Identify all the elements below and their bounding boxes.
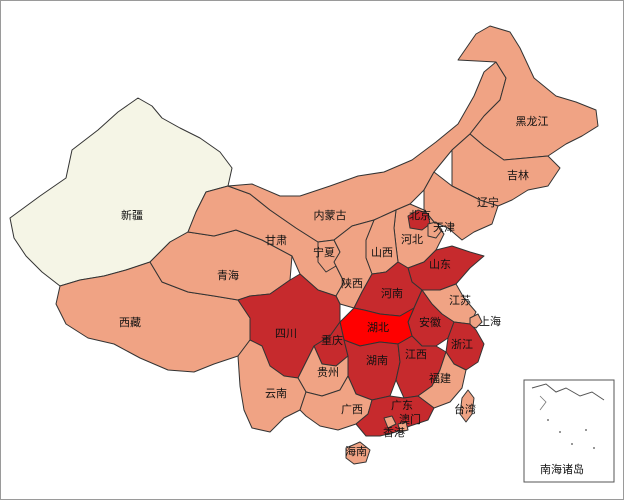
label-xizang: 西藏 (119, 316, 141, 329)
label-hainan: 海南 (345, 444, 367, 458)
region-heilongjiang[interactable] (457, 25, 599, 161)
label-jiangxi: 江西 (405, 348, 427, 361)
label-guangxi: 广西 (341, 403, 363, 416)
label-shandong: 山东 (429, 258, 451, 271)
inset-dot (571, 443, 573, 445)
inset-dot (585, 429, 587, 431)
label-sichuan: 四川 (275, 327, 297, 340)
label-shanxi: 山西 (371, 246, 393, 259)
label-ningxia: 宁夏 (313, 245, 335, 259)
inset-dot (593, 447, 595, 449)
label-shanghai: 上海 (479, 314, 501, 328)
region-hainan[interactable] (345, 441, 371, 465)
label-zhejiang: 浙江 (451, 338, 473, 351)
region-macau[interactable] (383, 415, 397, 429)
label-tianjin: 天津 (433, 221, 455, 234)
label-hongkong: 香港 (383, 426, 405, 439)
label-fujian: 福建 (429, 371, 451, 385)
label-jiangsu: 江苏 (449, 294, 471, 307)
label-jilin: 吉林 (507, 168, 529, 182)
region-hongkong[interactable] (397, 421, 409, 433)
inset-dot (547, 419, 549, 421)
label-macau: 澳门 (399, 412, 421, 426)
label-qinghai: 青海 (217, 268, 239, 282)
label-guangdong: 广东 (391, 399, 413, 412)
label-liaoning: 辽宁 (477, 195, 499, 209)
label-heilongjiang: 黑龙江 (516, 115, 549, 128)
province-layer (9, 25, 599, 465)
label-xinjiang: 新疆 (121, 208, 143, 222)
label-hubei: 湖北 (367, 321, 389, 334)
label-guizhou: 贵州 (317, 366, 339, 379)
region-guangdong[interactable] (355, 395, 435, 437)
south-china-sea-inset: 南海诸岛 (523, 379, 615, 483)
label-henan: 河南 (381, 287, 403, 300)
region-taiwan[interactable] (459, 389, 475, 423)
region-tianjin[interactable] (427, 221, 443, 239)
label-shaanxi: 陕西 (341, 276, 363, 290)
label-hunan: 湖南 (366, 354, 388, 367)
label-beijing: 北京 (409, 208, 431, 222)
inset-islands (539, 395, 547, 411)
label-anhui: 安徽 (419, 315, 441, 329)
label-gansu: 甘肃 (265, 234, 287, 247)
label-chongqing: 重庆 (321, 333, 343, 347)
region-fujian[interactable] (417, 351, 467, 409)
label-taiwan: 台湾 (454, 402, 476, 416)
label-yunnan: 云南 (265, 387, 287, 400)
label-neimenggu: 内蒙古 (314, 208, 347, 222)
inset-dot (559, 431, 561, 433)
inset-label: 南海诸岛 (540, 462, 584, 476)
region-label-layer: 新疆 西藏 青海 甘肃 内蒙古 黑龙江 吉林 辽宁 北京 天津 河北 山西 宁夏… (119, 115, 549, 458)
label-hebei: 河北 (401, 233, 423, 246)
inset-coastline (531, 383, 605, 401)
